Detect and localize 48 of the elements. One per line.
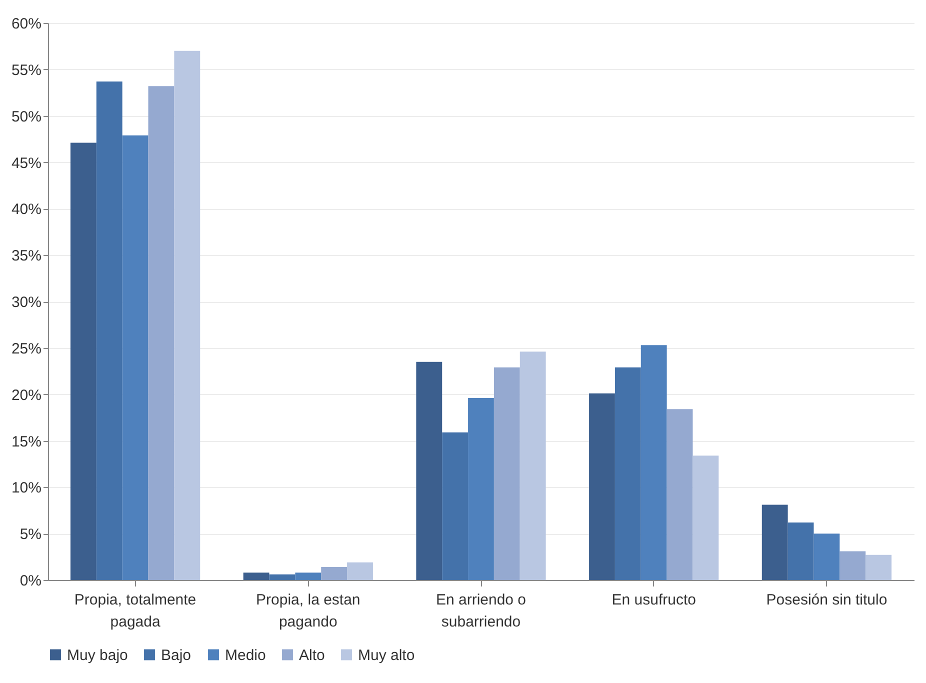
- bar: [814, 534, 840, 580]
- bar: [468, 398, 494, 580]
- bar: [840, 551, 866, 580]
- y-tick-label: 55%: [11, 62, 42, 79]
- bar: [614, 367, 641, 580]
- y-tick-label: 0%: [20, 572, 42, 590]
- y-tick-label: 15%: [11, 433, 42, 450]
- bar: [122, 135, 148, 580]
- x-tick-label: En usufructo: [612, 592, 696, 608]
- bar: [148, 86, 174, 580]
- x-tick-label: Propia, la estan pagando: [256, 592, 360, 630]
- bar: [416, 362, 442, 580]
- y-tick-label: 40%: [11, 201, 42, 218]
- bar: [788, 522, 814, 580]
- x-tick-label: Posesión sin titulo: [766, 592, 888, 608]
- bar: [347, 562, 373, 580]
- x-tick-label: En arriendo o subarriendo: [436, 592, 526, 630]
- bar: [243, 572, 270, 580]
- legend-label: Muy alto: [358, 646, 415, 664]
- y-tick-label: 45%: [11, 154, 42, 172]
- bar: [174, 50, 200, 580]
- bar: [96, 81, 122, 580]
- bar: [442, 432, 468, 580]
- y-tick-label: 5%: [20, 526, 42, 544]
- bar: [666, 409, 693, 580]
- legend-label: Medio: [225, 646, 266, 664]
- x-tick-label: Propia, totalmente pagada: [74, 592, 196, 630]
- bar: [640, 345, 667, 580]
- legend-label: Muy bajo: [67, 646, 128, 664]
- y-tick-label: 30%: [11, 294, 42, 311]
- bar: [866, 554, 892, 580]
- bar: [321, 567, 348, 580]
- bar: [295, 572, 322, 580]
- bar: [692, 456, 719, 580]
- legend-label: Bajo: [161, 646, 192, 664]
- y-tick-label: 50%: [11, 108, 42, 126]
- y-tick-label: 20%: [11, 386, 42, 404]
- bar: [762, 504, 788, 580]
- bar: [269, 574, 296, 580]
- bar: [494, 367, 520, 580]
- bar: [70, 142, 96, 580]
- y-tick-label: 10%: [11, 480, 42, 497]
- legend-label: Alto: [299, 646, 325, 664]
- bar: [520, 352, 546, 580]
- y-tick-label: 60%: [11, 16, 42, 32]
- y-tick-label: 25%: [11, 340, 42, 358]
- y-tick-label: 35%: [11, 248, 42, 265]
- bar: [589, 393, 615, 580]
